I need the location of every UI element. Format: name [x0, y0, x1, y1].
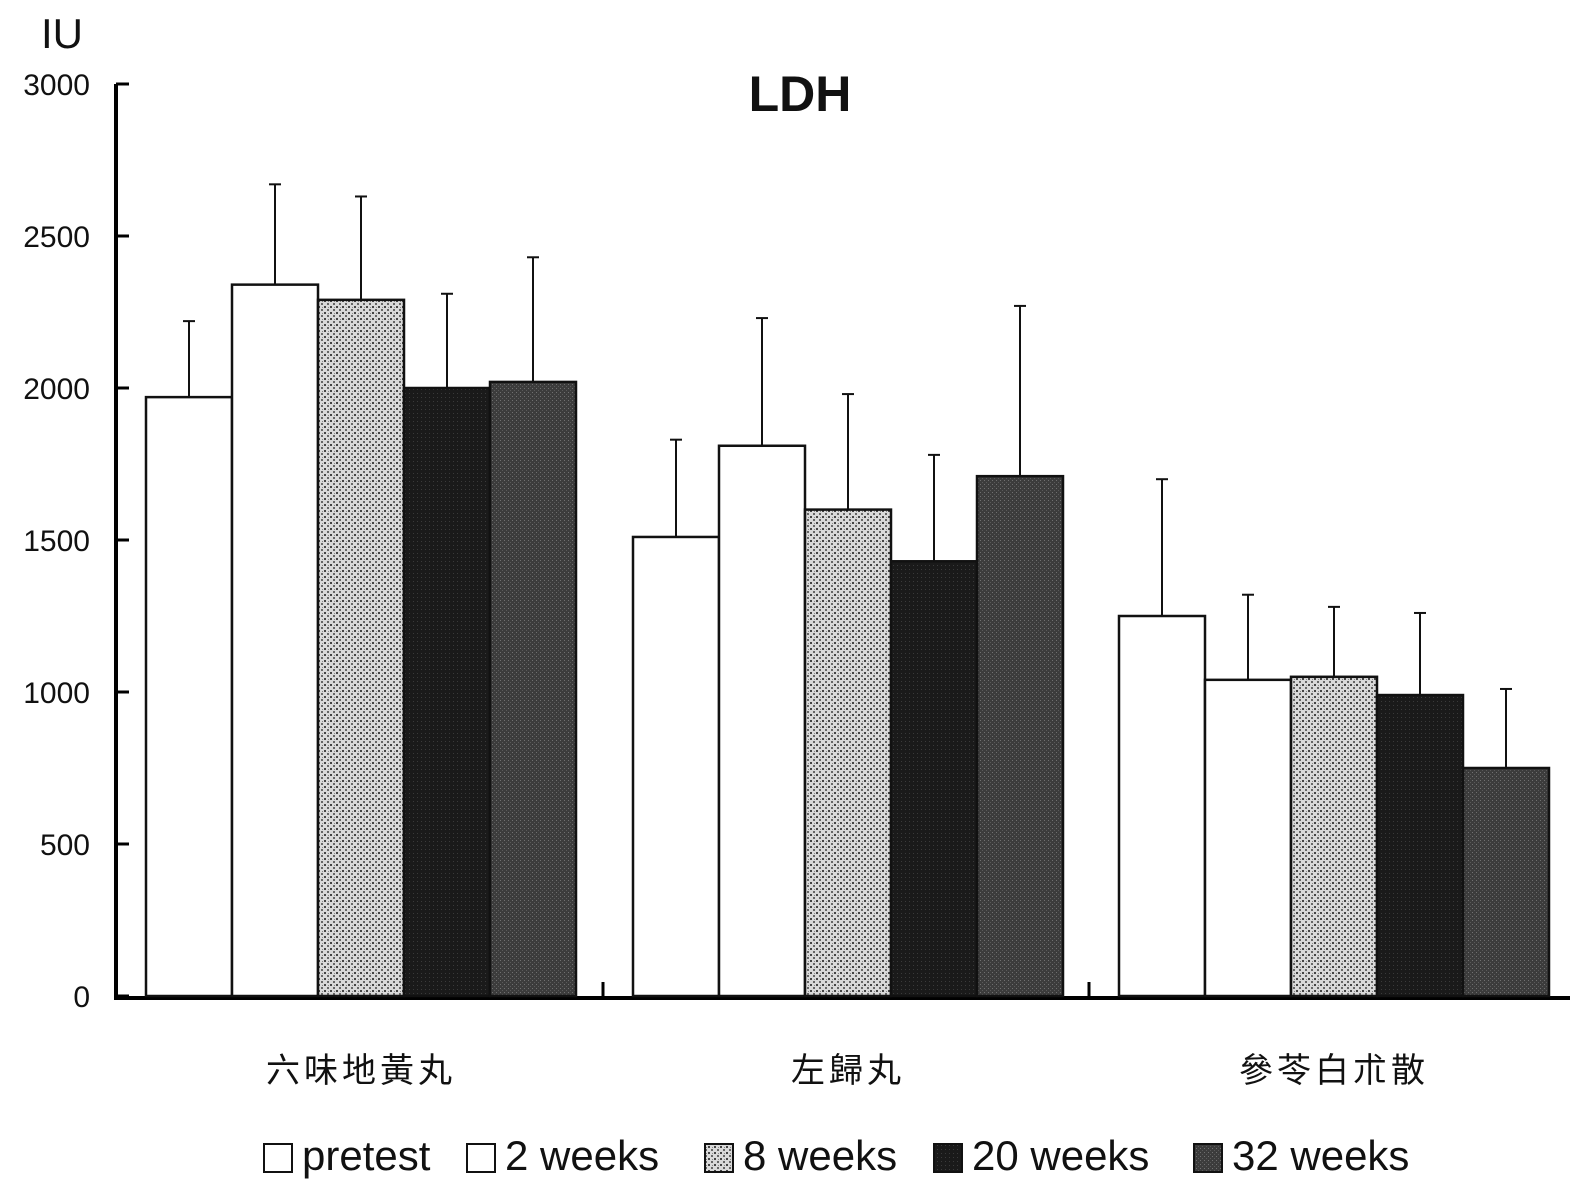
bar — [1117, 614, 1207, 998]
legend-label: 32 weeks — [1232, 1132, 1409, 1179]
legend-swatch — [704, 1143, 734, 1173]
legend-swatch — [1193, 1143, 1223, 1173]
legend-swatch — [466, 1143, 496, 1173]
bar — [1461, 766, 1551, 998]
legend-label: 2 weeks — [505, 1132, 659, 1179]
bar — [230, 283, 320, 998]
bar — [975, 474, 1065, 998]
bar — [1203, 678, 1293, 998]
legend-label: 8 weeks — [743, 1132, 897, 1179]
y-tick-label: 1500 — [23, 525, 90, 558]
chart-title: LDH — [749, 66, 852, 122]
bar — [717, 444, 807, 998]
legend-swatch — [933, 1143, 963, 1173]
bar — [402, 386, 492, 998]
x-category-label: 參苓白朮散 — [1239, 1051, 1429, 1091]
legend-label: 20 weeks — [972, 1132, 1149, 1179]
y-tick-label: 0 — [73, 981, 90, 1014]
y-tick-label: 500 — [40, 829, 90, 862]
bar — [889, 560, 979, 998]
bar — [803, 508, 893, 998]
bar — [144, 395, 234, 998]
bar — [1289, 675, 1379, 998]
legend: pretest 2 weeks 8 weeks 20 weeks 32 weeks — [263, 1132, 1409, 1179]
y-tick-label: 3000 — [23, 69, 90, 102]
legend-label: pretest — [302, 1132, 431, 1179]
bar — [1375, 693, 1465, 998]
x-category-label: 六味地黃丸 — [266, 1051, 456, 1091]
y-tick-label: 1000 — [23, 677, 90, 710]
y-axis-label: IU — [41, 10, 83, 57]
bar — [631, 535, 721, 998]
bar — [316, 298, 406, 998]
legend-swatch — [263, 1143, 293, 1173]
y-tick-label: 2500 — [23, 221, 90, 254]
x-category-label: 左歸丸 — [791, 1051, 905, 1091]
y-tick-label: 2000 — [23, 373, 90, 406]
plot-area: 0 500 1000 1500 2000 2500 3000 六味地黃丸 左歸丸 參苓白朮散 — [23, 69, 1570, 1091]
bar — [488, 380, 578, 998]
